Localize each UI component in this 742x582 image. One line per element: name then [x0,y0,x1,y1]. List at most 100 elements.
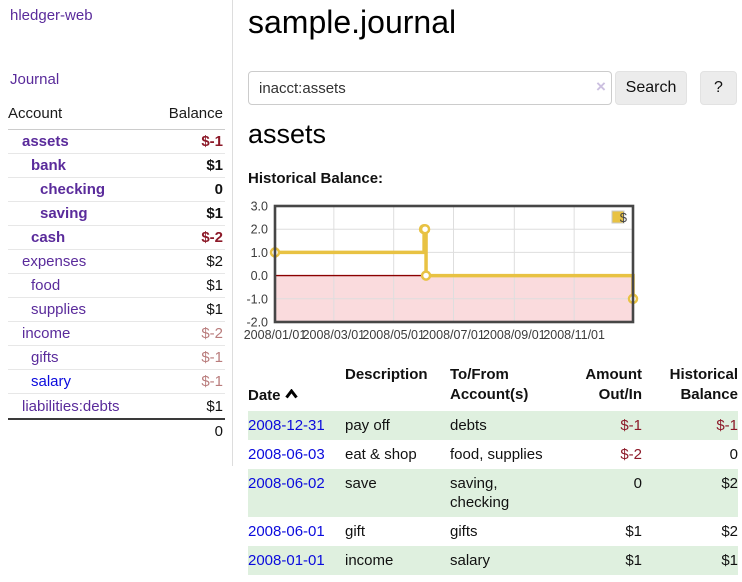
header-balance: Historical Balance [669,366,738,403]
x-tick-label: 2008/07/01 [422,328,485,342]
txn-date-cell: 2008-01-01 [248,546,345,575]
data-point-marker [419,223,431,235]
y-tick-label: -2.0 [246,316,268,330]
account-row: checking 0 [8,178,225,202]
y-tick-label: 3.0 [251,200,268,214]
accounts-total-value: 0 [214,423,223,440]
txn-balance-cell: $1 [721,552,738,569]
txn-date-cell: 2008-06-02 [248,469,345,517]
y-tick-label: 0.0 [251,269,268,283]
account-balance: $-2 [201,325,223,342]
txn-accounts-cell: salary [450,552,491,569]
account-link[interactable]: income [22,325,71,342]
account-link[interactable]: food [31,277,61,294]
account-balance: $-1 [201,373,223,390]
txn-balance-cell: $2 [721,475,738,492]
account-link[interactable]: checking [40,181,106,198]
txn-description-cell: save [345,475,377,492]
txn-description-cell: eat & shop [345,446,417,463]
txn-amount-cell: 0 [633,475,642,492]
x-tick-label: 2008/09/01 [483,328,546,342]
transaction-date-link[interactable]: 2008-06-03 [248,446,325,463]
account-row: salary $-1 [8,370,225,394]
account-balance: 0 [214,181,223,198]
account-balance: $1 [206,277,223,294]
txn-amount-cell: $-1 [620,417,642,434]
y-tick-label: -1.0 [246,292,268,306]
account-link[interactable]: supplies [31,301,87,318]
txn-balance-cell: $-1 [716,417,738,434]
transactions-header-row: Date Description To/From Account(s) Amou… [248,363,738,411]
transaction-row: 2008-06-03 eat & shop food, supplies $-2 0 [248,440,738,469]
header-description: Description [345,366,428,383]
transaction-row: 2008-06-02 save saving, checking 0 $2 [248,469,738,517]
account-row: cash $-2 [8,226,225,250]
sidebar-item-journal[interactable]: Journal [10,71,60,88]
y-tick-label: 2.0 [251,223,268,237]
help-button[interactable]: ? [700,71,737,105]
clear-search-icon[interactable]: × [596,77,606,96]
account-balance: $1 [206,301,223,318]
data-point-marker [420,270,432,281]
transaction-row: 2008-01-01 income salary $1 $1 [248,546,738,575]
account-link[interactable]: saving [40,205,88,222]
txn-balance-cell: 0 [729,446,738,463]
x-tick-label: 2008/01/01 [244,328,307,342]
account-link[interactable]: gifts [31,349,59,366]
account-row: gifts $-1 [8,346,225,370]
page-title: sample.journal [248,4,457,40]
account-balance: $1 [206,205,223,222]
account-link[interactable]: liabilities:debts [22,397,120,415]
account-link[interactable]: salary [31,373,72,390]
account-row: assets $-1 [8,130,225,154]
account-balance: $-1 [201,349,223,366]
header-date[interactable]: Date [248,363,345,411]
search-input[interactable] [248,71,612,105]
txn-accounts-cell: food, supplies [450,446,543,463]
txn-amount-cell: $-2 [620,446,642,463]
txn-accounts-cell: gifts [450,523,478,540]
accounts-table-header: Account Balance [8,101,225,130]
x-tick-label: 2008/11/01 [543,328,605,342]
txn-amount-cell: $1 [625,523,642,540]
transaction-row: 2008-06-01 gift gifts $1 $2 [248,517,738,546]
accounts-table-body: assets $-1 bank $1 checking 0 saving $1 cash $-2 e… [8,130,225,418]
x-tick-label: 2008/05/01 [362,328,425,342]
account-row: liabilities:debts $1 [8,394,225,418]
transaction-date-link[interactable]: 2008-06-02 [248,475,325,492]
account-balance: $-2 [201,229,223,246]
legend-label: $ [620,210,628,225]
transactions-table: Date Description To/From Account(s) Amou… [248,363,738,575]
chart-heading: Historical Balance: [248,170,384,187]
chevron-up-icon [284,385,298,405]
account-row: expenses $2 [8,250,225,274]
txn-amount-cell: $1 [625,552,642,569]
txn-accounts-cell: saving, checking [450,475,510,511]
accounts-header-account: Account [8,105,63,122]
account-link[interactable]: bank [31,157,67,174]
sidebar: hledger-web Journal Account Balance asse… [0,0,233,466]
account-row: income $-2 [8,322,225,346]
y-tick-label: 1.0 [251,246,268,260]
transaction-date-link[interactable]: 2008-01-01 [248,552,325,569]
transaction-date-link[interactable]: 2008-12-31 [248,417,325,434]
txn-description-cell: gift [345,523,366,540]
account-link[interactable]: assets [22,133,69,150]
app-title-link[interactable]: hledger-web [10,7,93,24]
txn-balance-cell: $2 [721,523,738,540]
account-link[interactable]: cash [31,229,66,246]
accounts-table: Account Balance assets $-1 bank $1 checking 0… [8,101,225,441]
txn-accounts-cell: debts [450,417,487,434]
txn-date-cell: 2008-12-31 [248,411,345,440]
account-link[interactable]: expenses [22,253,87,270]
account-heading: assets [248,119,327,149]
x-tick-label: 2008/03/01 [303,328,366,342]
accounts-total-row: 0 [8,418,225,441]
txn-date-cell: 2008-06-03 [248,440,345,469]
accounts-header-balance: Balance [168,105,223,122]
historical-balance-chart: $3.0 2.0 1.0 0.0 -1.0 -2.02008/01/012008/03/0… [244,200,639,342]
search-button[interactable]: Search [615,71,687,105]
header-accounts: To/From Account(s) [450,366,529,403]
transaction-date-link[interactable]: 2008-06-01 [248,523,325,540]
account-row: supplies $1 [8,298,225,322]
